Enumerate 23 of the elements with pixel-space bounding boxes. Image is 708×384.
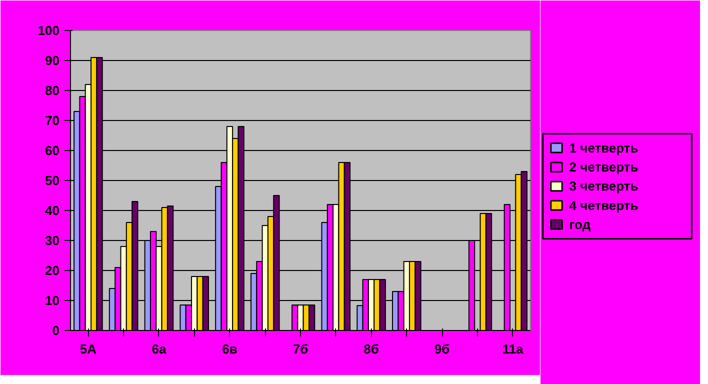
y-tick-label: 30: [45, 233, 60, 248]
legend-label: 1 четверть: [569, 140, 638, 156]
y-tick-label: 40: [45, 203, 60, 218]
legend-label: 2 четверть: [569, 160, 638, 175]
x-tick-label: 6а: [152, 342, 167, 356]
legend-label: 4 четверть: [569, 198, 638, 213]
x-tick-label: 5А: [80, 342, 98, 356]
x-tick-label: 8б: [364, 342, 379, 356]
y-tick-label: 20: [45, 263, 60, 278]
y-tick-label: 70: [45, 113, 60, 128]
legend-label: 3 четверть: [569, 178, 638, 194]
y-tick-label: 60: [45, 143, 60, 158]
x-tick-label: 9б: [434, 342, 450, 356]
y-tick-label: 10: [45, 293, 60, 308]
y-tick-label: 50: [45, 173, 60, 188]
y-tick-label: 80: [45, 83, 60, 98]
legend-label: год: [569, 217, 592, 232]
x-tick-label: 6в: [222, 342, 238, 356]
y-tick-label: 100: [38, 23, 60, 38]
x-tick-label: 7б: [292, 342, 308, 356]
y-tick-label: 90: [45, 53, 60, 68]
x-tick-label: 11а: [502, 342, 524, 356]
y-tick-label: 0: [52, 323, 60, 338]
